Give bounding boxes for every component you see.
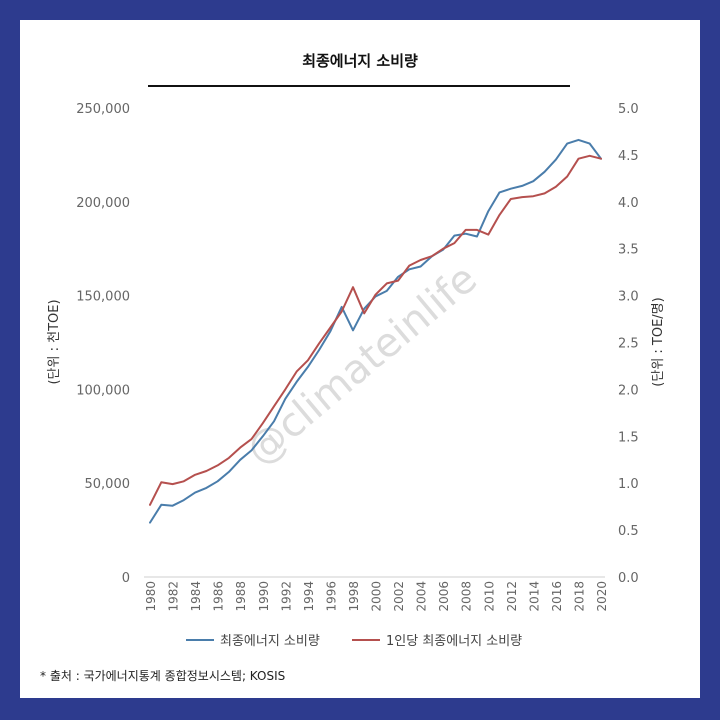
y-right-tick-label: 2.5 [618, 337, 639, 352]
series-lines [149, 138, 602, 524]
legend-label-1: 최종에너지 소비량 [220, 634, 320, 649]
title-underline [148, 85, 570, 87]
series-line-2 [149, 154, 602, 506]
y-right-tick-label: 5.0 [618, 102, 639, 117]
x-tick-label: 2010 [482, 581, 496, 612]
y-axis-left-label: (단위 : 천TOE) [47, 299, 62, 384]
x-tick-label: 2018 [572, 581, 586, 612]
x-tick-label: 2006 [437, 581, 451, 612]
y-right-tick-label: 4.5 [618, 149, 639, 164]
y-axis-right-label: (단위 : TOE/명) [651, 297, 666, 386]
x-tick-label: 1982 [167, 581, 181, 612]
x-tick-label: 2004 [415, 581, 429, 612]
y-right-tick-label: 4.0 [618, 196, 639, 211]
y-left-tick-label: 250,000 [76, 102, 130, 117]
y-left-tick-label: 0 [122, 571, 130, 586]
x-axis-ticks: 1980 1982 1984 1986 1988 1990 1992 1994 1996 1998… [144, 581, 609, 612]
y-right-tick-label: 2.0 [618, 383, 639, 398]
x-tick-label: 2020 [595, 581, 609, 612]
x-tick-label: 2000 [370, 581, 384, 612]
y-left-tick-label: 50,000 [85, 477, 131, 492]
y-left-tick-label: 100,000 [76, 383, 130, 398]
watermark-text: @climateinlife [238, 256, 486, 475]
source-note: * 출처 : 국가에너지통계 종합정보시스템; KOSIS [40, 669, 286, 683]
x-tick-label: 1986 [212, 581, 226, 612]
x-tick-label: 1992 [279, 581, 293, 612]
y-left-tick-label: 150,000 [76, 290, 130, 305]
x-tick-label: 2008 [460, 581, 474, 612]
left-axis-ticks: 0 50,000 100,000 150,000 200,000 250,000 [76, 102, 130, 586]
x-tick-label: 1994 [302, 581, 316, 612]
chart-card [20, 20, 700, 698]
y-right-tick-label: 3.0 [618, 290, 639, 305]
x-tick-label: 1996 [324, 581, 338, 612]
x-tick-label: 2016 [550, 581, 564, 612]
y-right-tick-label: 1.0 [618, 477, 639, 492]
y-right-tick-label: 0.5 [618, 524, 639, 539]
x-tick-label: 1984 [189, 581, 203, 612]
y-right-tick-label: 3.5 [618, 243, 639, 258]
x-tick-label: 1998 [347, 581, 361, 612]
x-tick-label: 2014 [527, 581, 541, 612]
chart-title: 최종에너지 소비량 [302, 52, 418, 70]
y-left-tick-label: 200,000 [76, 196, 130, 211]
legend: 최종에너지 소비량 1인당 최종에너지 소비량 [186, 634, 522, 649]
right-axis-ticks: 0.0 0.5 1.0 1.5 2.0 2.5 3.0 3.5 4.0 4.5 5.0 [618, 102, 639, 586]
x-tick-label: 1980 [144, 581, 158, 612]
y-right-tick-label: 1.5 [618, 430, 639, 445]
x-tick-label: 2002 [392, 581, 406, 612]
x-tick-label: 1988 [234, 581, 248, 612]
x-tick-label: 2012 [505, 581, 519, 612]
y-right-tick-label: 0.0 [618, 571, 639, 586]
legend-label-2: 1인당 최종에너지 소비량 [386, 634, 522, 649]
x-tick-label: 1990 [257, 581, 271, 612]
